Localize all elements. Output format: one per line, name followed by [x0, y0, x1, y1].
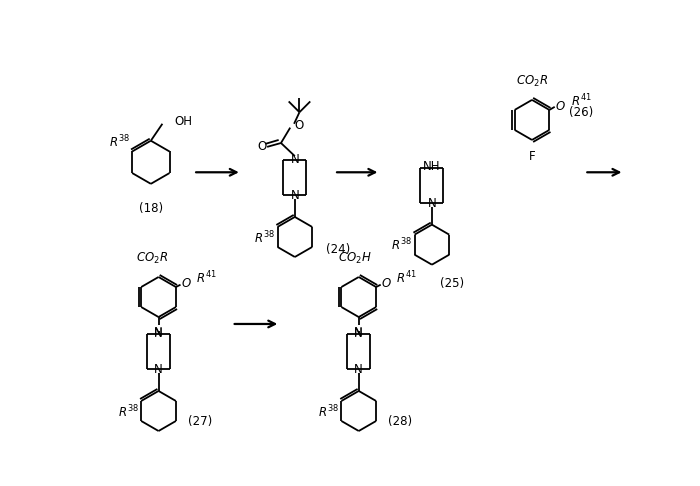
Text: O: O: [294, 119, 303, 132]
Text: (27): (27): [188, 415, 212, 428]
Text: N: N: [154, 363, 163, 376]
Text: $R^{38}$: $R^{38}$: [391, 237, 412, 254]
Text: $R^{41}$: $R^{41}$: [196, 269, 216, 286]
Text: N: N: [354, 326, 363, 339]
Text: $R^{41}$: $R^{41}$: [396, 269, 416, 286]
Text: $CO_2R$: $CO_2R$: [516, 74, 548, 89]
Text: (18): (18): [139, 202, 163, 215]
Text: $R^{38}$: $R^{38}$: [318, 403, 339, 420]
Text: (24): (24): [326, 243, 350, 256]
Text: (26): (26): [569, 106, 593, 119]
Text: $R^{38}$: $R^{38}$: [118, 403, 139, 420]
Text: $R^{38}$: $R^{38}$: [254, 229, 275, 246]
Text: $O$: $O$: [181, 278, 192, 291]
Text: F: F: [528, 150, 536, 163]
Text: O: O: [258, 140, 267, 154]
Text: NH: NH: [423, 160, 441, 174]
Text: $O$: $O$: [382, 278, 392, 291]
Text: (25): (25): [440, 277, 463, 290]
Text: N: N: [154, 328, 163, 341]
Text: $R^{38}$: $R^{38}$: [109, 133, 130, 150]
Text: $O$: $O$: [556, 100, 566, 113]
Text: N: N: [354, 328, 363, 341]
Text: OH: OH: [175, 115, 192, 128]
Text: $R^{41}$: $R^{41}$: [571, 92, 592, 109]
Text: N: N: [290, 189, 299, 202]
Text: N: N: [428, 197, 436, 210]
Text: N: N: [354, 363, 363, 376]
Text: $CO_2H$: $CO_2H$: [338, 251, 372, 266]
Text: N: N: [290, 154, 299, 167]
Text: N: N: [154, 326, 163, 339]
Text: (28): (28): [388, 415, 412, 428]
Text: $CO_2R$: $CO_2R$: [136, 251, 169, 266]
